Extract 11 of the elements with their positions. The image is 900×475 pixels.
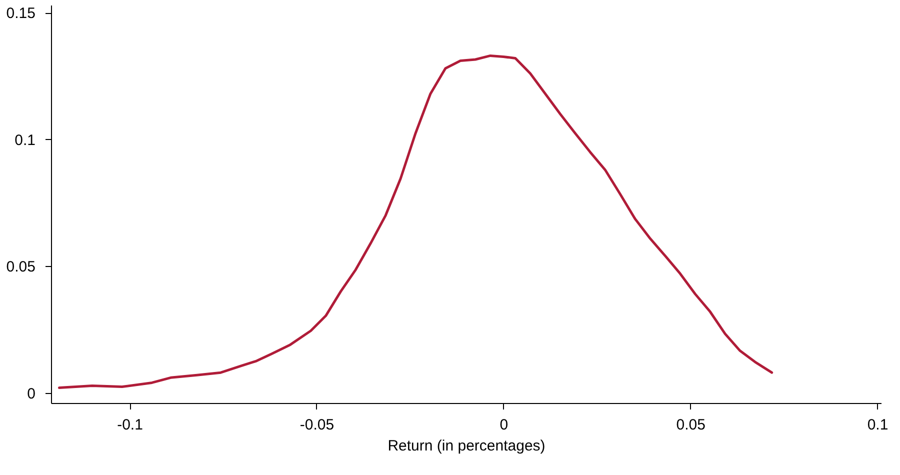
x-tick-label: -0.05 (300, 416, 334, 434)
x-tick-label: 0.1 (867, 416, 888, 434)
y-tick-label: 0 (27, 385, 36, 402)
y-tick-label: 0.15 (6, 5, 36, 22)
x-tick-label: 0 (500, 416, 508, 434)
x-axis-title: Return (in percentages) (388, 438, 546, 454)
x-tick-label: -0.1 (117, 416, 143, 434)
y-tick-label: 0.05 (6, 258, 36, 276)
x-tick-label: 0.05 (676, 416, 706, 434)
y-tick-label: 0.1 (14, 132, 36, 149)
line-series (58, 54, 774, 390)
